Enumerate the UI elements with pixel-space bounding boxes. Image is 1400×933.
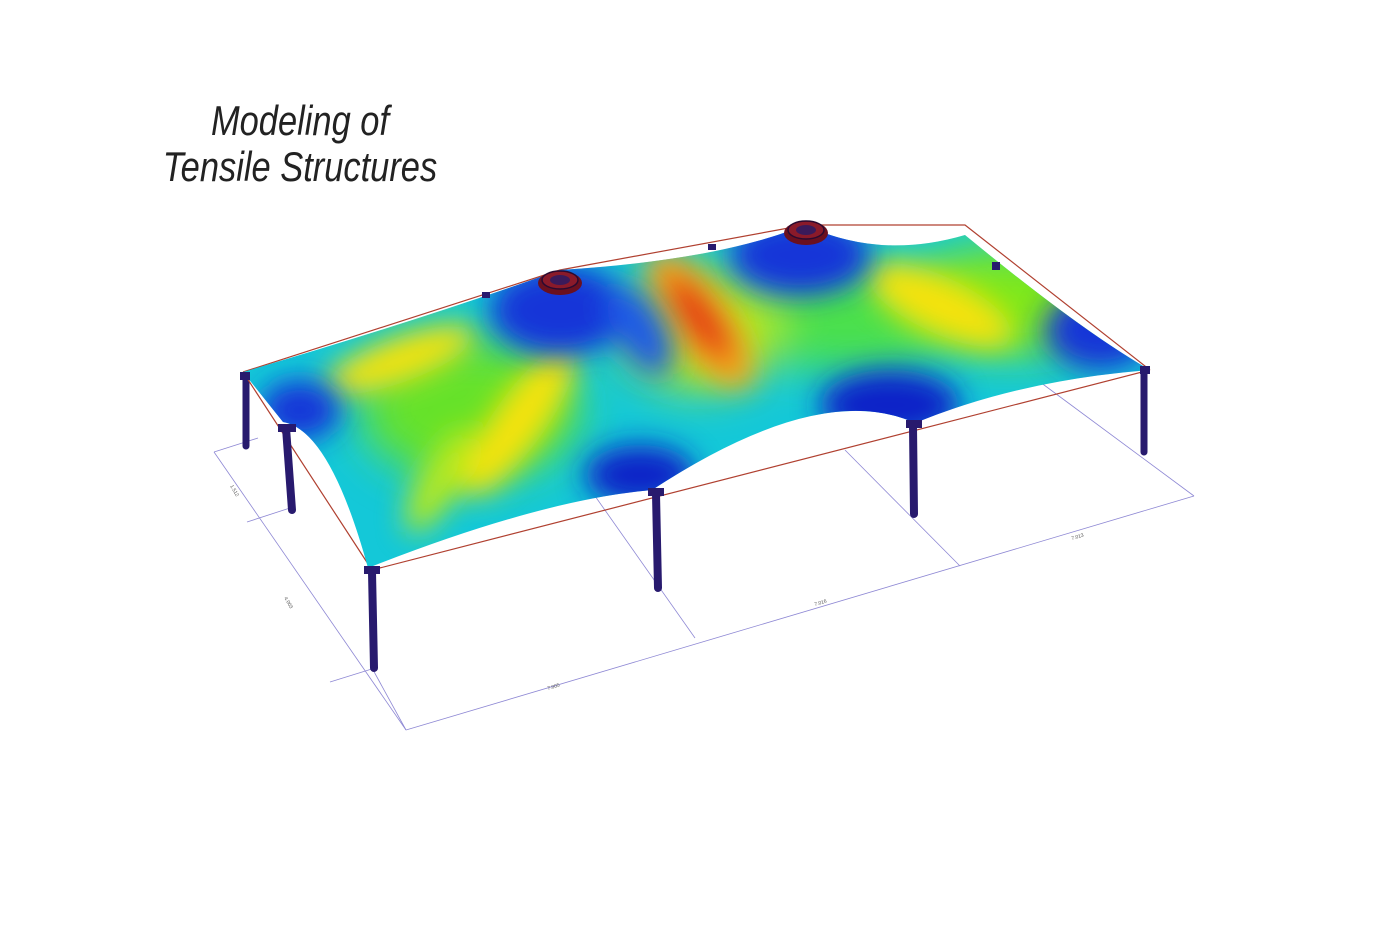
zone-blue-right-front: [820, 370, 960, 440]
front-masts: [282, 422, 918, 672]
dim-line-long: [405, 495, 1195, 731]
zone-blue-ridge: [606, 284, 674, 376]
mast-tops: [240, 244, 1150, 574]
membrane-surface: [243, 225, 1150, 568]
mast-top-3: [648, 488, 664, 496]
zone-blue-mast-1: [490, 265, 630, 355]
zone-blue-left: [260, 380, 340, 440]
dim-label-1: 1.512: [228, 484, 240, 498]
dimension-lines: [213, 381, 1195, 731]
mast-top-back-right: [1140, 366, 1150, 374]
back-masts: [242, 368, 1148, 456]
anchor-back-1: [708, 244, 716, 250]
dim-line-cross-1: [594, 495, 696, 639]
dim-label-2: 4.003: [282, 596, 294, 610]
zone-blue-center-front: [585, 445, 695, 505]
mast-head-2: [784, 220, 828, 245]
mast-top-1: [278, 424, 296, 432]
anchor-back-2: [482, 292, 490, 298]
zone-yellow-1: [324, 325, 476, 395]
zone-lime-low: [405, 427, 475, 533]
mast-top-2: [364, 566, 380, 574]
mast-front-2: [368, 568, 378, 672]
zone-yellow-3: [866, 262, 1014, 348]
mast-top-4: [906, 420, 922, 428]
mast-head-1: [538, 270, 582, 295]
dim-line-right: [1039, 381, 1195, 497]
dim-line-tick-b: [246, 507, 291, 523]
dim-line-cross-2: [844, 449, 961, 567]
title-line-2: Tensile Structures: [162, 143, 438, 190]
dim-label-5: 7.013: [1071, 532, 1085, 541]
mast-top-back-left: [240, 372, 250, 380]
zone-blue-right: [1045, 290, 1150, 370]
mast-front-3: [652, 490, 662, 592]
page-title: Modeling of Tensile Structures: [152, 98, 447, 190]
title-line-1: Modeling of: [210, 97, 390, 144]
zone-red-peak: [668, 276, 732, 360]
dim-label-3: 7.005: [547, 682, 561, 691]
mast-front-1: [282, 424, 296, 514]
dim-line-end: [371, 667, 407, 731]
dim-line-tick-c: [329, 667, 376, 683]
dim-line-tick-a: [213, 437, 259, 453]
anchor-back-3: [992, 262, 1000, 270]
dim-label-4: 7.016: [814, 598, 828, 607]
mast-front-4: [909, 422, 918, 518]
dim-line-left-outer: [213, 451, 407, 731]
zone-yellow-2: [464, 344, 576, 496]
